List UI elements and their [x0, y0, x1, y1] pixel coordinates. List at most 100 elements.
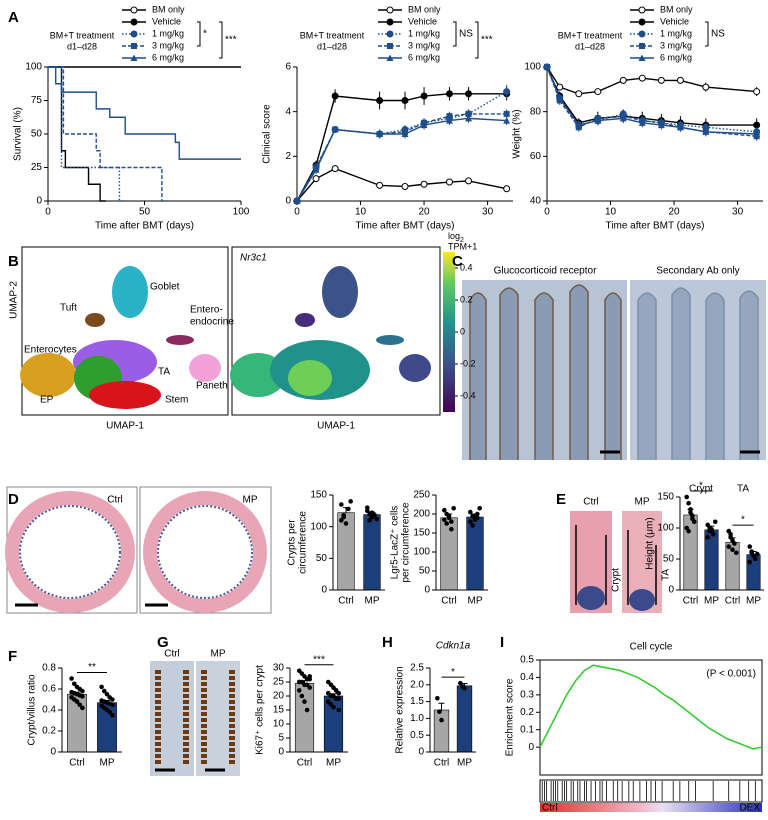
marker	[445, 90, 453, 98]
significance-bracket	[219, 21, 223, 59]
significance-label: *	[203, 29, 207, 40]
significance-label: ***	[313, 654, 325, 665]
bar	[456, 685, 473, 753]
y-axis-label: Enrichment score	[505, 678, 516, 756]
umap-x-label: UMAP-1	[317, 421, 355, 432]
umap-blob	[399, 354, 431, 382]
image-label: MP	[243, 495, 258, 506]
y-tick-label: 1.5	[410, 696, 424, 707]
marker	[331, 92, 339, 100]
cluster-label: EP	[40, 395, 54, 406]
data-point	[110, 697, 115, 702]
legend-label: 6 mg/kg	[152, 52, 184, 62]
data-point	[449, 526, 454, 532]
legend-label: 3 mg/kg	[660, 40, 692, 50]
marker	[753, 121, 761, 129]
data-point	[365, 508, 370, 514]
data-point	[374, 516, 379, 522]
y-tick-label: 80	[530, 106, 542, 117]
x-tick-label: 0	[294, 207, 300, 218]
y-tick-label: 50	[419, 566, 431, 577]
cluster-label: Tuft	[60, 303, 77, 314]
marker	[376, 181, 384, 189]
panel-label: G	[157, 634, 169, 651]
data-point	[325, 699, 331, 704]
image-title: Secondary Ab only	[656, 266, 739, 277]
bar	[466, 516, 484, 591]
x-tick-label: Ctrl	[434, 758, 450, 769]
panel-label: D	[8, 491, 19, 508]
umap-blob	[376, 335, 404, 345]
y-tick-label: 250	[413, 490, 430, 501]
image-title: Glucocorticoid receptor	[494, 266, 597, 277]
x-tick-label: 100	[233, 207, 250, 218]
umap-blob	[89, 381, 161, 409]
x-tick-label: 20	[668, 207, 680, 218]
data-point	[331, 704, 336, 710]
data-point	[475, 515, 480, 521]
y-tick-label: 0	[285, 196, 291, 207]
legend-marker	[386, 18, 394, 26]
tissue-ring	[143, 491, 267, 613]
data-point	[754, 551, 760, 557]
data-point	[712, 519, 718, 525]
data-point	[439, 717, 444, 723]
y-tick-label: 60	[530, 151, 542, 162]
y-tick-label: 2.5	[410, 663, 424, 674]
x-axis-label: Time after BMT (days)	[95, 221, 194, 232]
y-tick-label: 100	[413, 547, 430, 558]
data-point	[80, 705, 85, 711]
y-axis-label: Crypts per	[287, 519, 298, 566]
x-tick-label: MP	[326, 758, 341, 769]
x-tick-label: MP	[457, 758, 472, 769]
group-label: TA	[737, 484, 749, 495]
significance-bracket	[197, 21, 201, 47]
data-point	[435, 695, 440, 701]
data-point	[341, 514, 346, 520]
series-line	[48, 66, 126, 202]
data-point	[709, 526, 714, 532]
data-point	[730, 547, 735, 552]
data-point	[711, 531, 716, 537]
marker	[702, 83, 710, 91]
marker	[657, 76, 665, 84]
data-point	[299, 693, 305, 699]
umap-blob	[85, 313, 105, 327]
umap-blob	[20, 353, 76, 397]
colorbar-tick-label: 0.2	[460, 294, 473, 304]
y-tick-label: 50	[31, 129, 43, 140]
y-tick-label: 0	[528, 742, 534, 753]
legend-title: BM+T treatment	[50, 30, 115, 40]
histology-c	[462, 280, 766, 460]
panel-label: A	[8, 9, 19, 26]
significance-label: *	[451, 667, 455, 678]
legend-marker	[387, 43, 393, 49]
y-tick-label: 40	[530, 196, 542, 207]
y-tick-label: 200	[413, 509, 430, 520]
data-point	[302, 699, 307, 704]
umap-x-label: UMAP-1	[106, 421, 144, 432]
legend-label: BM only	[660, 4, 693, 14]
y-tick-label: 25	[273, 677, 285, 688]
x-axis-label: Time after BMT (days)	[606, 221, 705, 232]
rank-label: Ctrl	[542, 803, 558, 814]
data-point	[732, 541, 737, 546]
umap-blob	[288, 360, 332, 396]
umap-blob	[189, 354, 221, 382]
x-tick-label: 10	[605, 207, 617, 218]
y-tick-label: 0	[278, 747, 284, 758]
y-tick-label: 2	[285, 151, 291, 162]
colorbar-tick-label: 0.4	[460, 262, 473, 272]
data-point	[348, 499, 353, 504]
x-tick-label: 0	[544, 207, 550, 218]
panel-label: I	[500, 634, 504, 651]
x-tick-label: 30	[732, 207, 744, 218]
y-tick-label: 4	[285, 106, 291, 117]
barcode-frame	[539, 779, 763, 803]
data-point	[110, 702, 115, 708]
series-line	[296, 167, 507, 202]
y-tick-label: 20	[273, 691, 285, 702]
y-tick-label: 0	[424, 585, 430, 596]
tissue-ring	[5, 491, 135, 613]
